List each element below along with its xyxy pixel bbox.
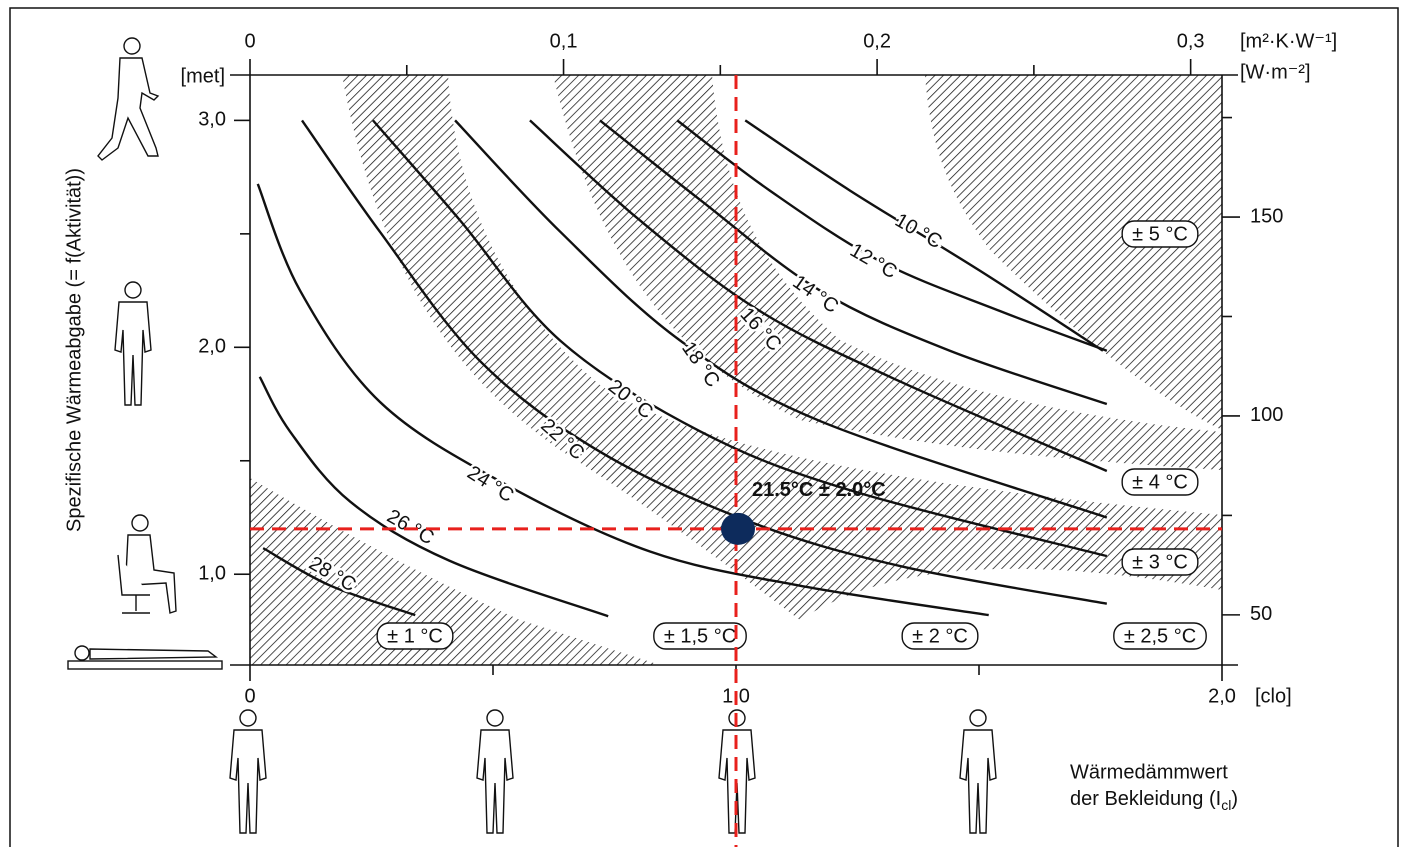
tolerance-label: ± 4 °C [1122,469,1198,495]
walking-person [98,38,158,160]
y2-tick-label: 100 [1250,404,1283,426]
tolerance-label: ± 5 °C [1122,221,1198,247]
x-axis-title: der Bekleidung (Icl) [1070,788,1238,812]
y-axis-title: Spezifische Wärmeabgabe (= f(Aktivität)) [63,168,85,532]
tolerance-text: ± 3 °C [1132,551,1188,573]
x-tick-label: 2,0 [1208,685,1236,707]
sitting-person [118,515,176,613]
tolerance-text: ± 4 °C [1132,471,1188,493]
tolerance-label: ± 1,5 °C [654,623,746,649]
heavy-clothed-figure [960,710,996,833]
y-unit: [met] [181,65,225,87]
isotherm-label: 12 °C [846,239,901,283]
tolerance-text: ± 1 °C [387,625,443,647]
x-unit: [clo] [1255,685,1292,707]
x2-tick-label: 0,3 [1177,30,1205,52]
isotherm-label: 24 °C [463,462,517,507]
x2-tick-label: 0,1 [550,30,578,52]
tolerance-text: ± 2,5 °C [1124,625,1196,647]
tolerance-label: ± 3 °C [1122,549,1198,575]
highlight-label: 21.5°C ± 2.0°C [752,479,886,501]
tolerance-label: ± 2,5 °C [1114,623,1206,649]
hatch-band [925,75,1222,430]
nude-figure [230,710,266,833]
x-axis-title: Wärmedämmwert [1070,761,1228,783]
light-clothed-figure [477,710,513,833]
x-axis-title-subscript: cl [1221,797,1231,813]
chart: Spezifische Wärmeabgabe (= f(Aktivität))… [0,0,1408,847]
x2-unit: [m²·K·W⁻¹] [1240,30,1337,52]
y-tick-label: 1,0 [198,563,226,585]
highlight-point [721,513,755,545]
y-tick-label: 2,0 [198,336,226,358]
y-tick-label: 3,0 [198,109,226,131]
y2-unit: [W·m⁻²] [1240,61,1311,83]
x-axis-title-part: der Bekleidung (I [1070,788,1221,810]
x2-tick-label: 0,2 [863,30,891,52]
tolerance-label: ± 1 °C [377,623,453,649]
y2-tick-label: 50 [1250,603,1272,625]
tolerance-label: ± 2 °C [902,623,978,649]
x-tick-label: 0 [244,685,255,707]
page: {"chart_data": { "type": "line", "y_labe… [0,0,1408,847]
isotherm-label: 10 °C [891,209,946,253]
x2-tick-label: 0 [244,30,255,52]
tolerance-text: ± 1,5 °C [664,625,736,647]
tolerance-text: ± 2 °C [912,625,968,647]
y2-tick-label: 150 [1250,205,1283,227]
tolerance-text: ± 5 °C [1132,223,1188,245]
standing-person [115,282,151,405]
x-axis-title-part: ) [1231,788,1238,810]
lying-person [68,646,222,669]
